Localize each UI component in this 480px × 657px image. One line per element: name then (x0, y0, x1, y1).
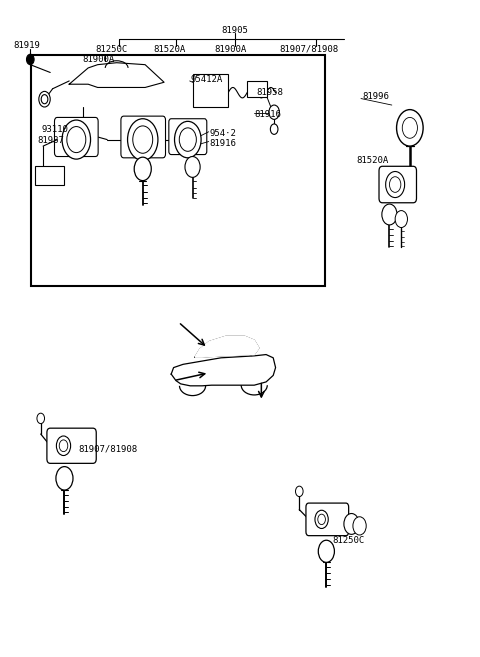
Circle shape (395, 211, 408, 227)
Bar (35, 166, 63, 185)
Text: 95412A: 95412A (190, 75, 222, 84)
Circle shape (344, 514, 359, 534)
Text: 81520A: 81520A (154, 45, 186, 53)
Circle shape (382, 204, 397, 225)
Circle shape (270, 124, 278, 135)
Polygon shape (171, 355, 276, 386)
FancyBboxPatch shape (169, 119, 207, 154)
Text: 81958: 81958 (257, 88, 284, 97)
Text: 954·2: 954·2 (209, 129, 236, 137)
Circle shape (402, 118, 418, 138)
Text: 81250C: 81250C (96, 45, 128, 53)
Circle shape (56, 466, 73, 490)
Text: 81520A: 81520A (356, 156, 388, 165)
Text: 81996: 81996 (362, 92, 389, 101)
FancyBboxPatch shape (47, 428, 96, 463)
Circle shape (396, 110, 423, 146)
Text: 81916: 81916 (254, 110, 281, 120)
Text: 81919: 81919 (13, 41, 40, 50)
Circle shape (296, 486, 303, 497)
Circle shape (39, 91, 50, 107)
Circle shape (179, 128, 196, 151)
Circle shape (175, 122, 201, 158)
Circle shape (62, 120, 91, 159)
Text: 81907/81908: 81907/81908 (79, 445, 138, 453)
Circle shape (185, 156, 200, 177)
Circle shape (41, 95, 48, 104)
Circle shape (385, 171, 405, 198)
Circle shape (134, 157, 151, 181)
Text: 93110: 93110 (42, 125, 69, 134)
Circle shape (353, 517, 366, 535)
Text: 81250C: 81250C (333, 535, 365, 545)
Circle shape (26, 55, 34, 64)
Circle shape (318, 514, 325, 524)
Circle shape (128, 119, 158, 160)
Circle shape (133, 126, 153, 153)
Polygon shape (195, 336, 259, 357)
Text: 81937: 81937 (37, 136, 64, 145)
Text: 81916: 81916 (209, 139, 236, 148)
Text: 81907/81908: 81907/81908 (279, 45, 338, 53)
Circle shape (269, 105, 279, 120)
Circle shape (37, 413, 45, 424)
FancyBboxPatch shape (121, 116, 166, 158)
Circle shape (318, 540, 335, 562)
Bar (247, 81, 267, 97)
Bar (192, 74, 228, 107)
Circle shape (56, 436, 71, 455)
Polygon shape (69, 62, 164, 87)
Circle shape (59, 440, 68, 451)
Bar (31, 55, 325, 286)
FancyBboxPatch shape (306, 503, 348, 535)
Circle shape (315, 510, 328, 528)
FancyBboxPatch shape (55, 118, 98, 156)
Text: 81905: 81905 (222, 26, 249, 35)
Circle shape (389, 177, 401, 193)
FancyBboxPatch shape (379, 166, 417, 203)
Text: 81900A: 81900A (83, 55, 115, 64)
Circle shape (67, 127, 86, 152)
Text: 81900A: 81900A (214, 45, 246, 53)
